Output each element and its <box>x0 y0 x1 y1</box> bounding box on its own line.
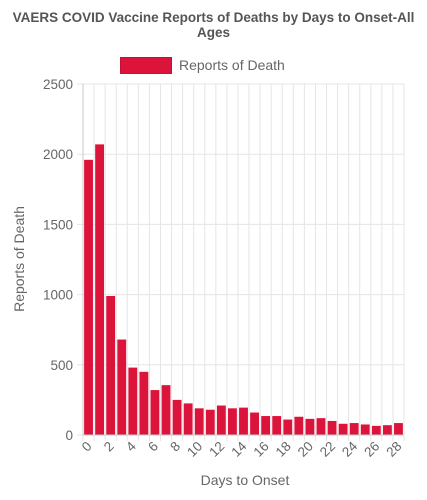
bar <box>371 425 381 435</box>
x-tick-label: 12 <box>206 439 227 460</box>
grid-layer <box>77 83 405 441</box>
bar <box>261 416 271 435</box>
bar <box>316 418 326 435</box>
x-tick-label: 22 <box>317 439 338 460</box>
bar <box>360 424 370 435</box>
y-tick-label: 1000 <box>43 288 73 303</box>
bar <box>283 419 293 435</box>
y-tick-label: 500 <box>50 358 73 373</box>
x-tick-label: 24 <box>339 438 361 460</box>
bar <box>117 339 127 435</box>
bar <box>294 416 304 435</box>
bar <box>150 390 160 435</box>
x-tick-label: 28 <box>383 439 404 460</box>
y-axis-title: Reports of Death <box>11 206 27 312</box>
legend-swatch <box>120 56 172 74</box>
bar <box>183 403 193 435</box>
y-tick-label: 0 <box>65 428 73 443</box>
y-tick-label: 1500 <box>43 217 73 232</box>
x-tick-label: 20 <box>295 439 316 460</box>
bar <box>139 371 149 435</box>
bar <box>95 144 105 435</box>
bar <box>349 423 359 435</box>
bar <box>239 407 248 435</box>
x-tick-label: 0 <box>79 439 95 455</box>
x-tick-label: 14 <box>228 438 250 460</box>
bar <box>305 418 315 435</box>
bar <box>194 408 204 435</box>
x-tick-label: 16 <box>251 439 272 460</box>
x-tick-label: 10 <box>184 439 205 460</box>
bar <box>272 416 282 435</box>
chart-title: VAERS COVID Vaccine Reports of Deaths by… <box>12 10 415 40</box>
bar <box>161 385 171 435</box>
x-tick-label: 18 <box>273 439 294 460</box>
bar <box>327 420 337 435</box>
bar <box>106 296 116 435</box>
x-tick-label: 8 <box>167 439 183 455</box>
y-tick-label: 2000 <box>43 147 73 162</box>
bar-layer <box>84 144 403 436</box>
bar <box>172 399 182 435</box>
bar <box>382 425 392 435</box>
legend-label: Reports of Death <box>179 57 285 73</box>
bar <box>205 409 215 435</box>
x-tick-label: 6 <box>145 439 161 455</box>
bar <box>128 367 138 435</box>
x-tick-label: 26 <box>361 439 382 460</box>
x-tick-label: 4 <box>123 438 139 454</box>
bar <box>338 423 348 435</box>
x-axis-title: Days to Onset <box>201 472 290 488</box>
y-tick-label: 2500 <box>43 77 73 92</box>
bar <box>84 159 93 436</box>
bar <box>394 423 403 435</box>
bar <box>216 405 226 435</box>
x-tick-label: 2 <box>101 439 117 455</box>
bar <box>228 408 237 435</box>
legend[interactable]: Reports of Death <box>120 55 285 75</box>
bar <box>250 412 259 435</box>
